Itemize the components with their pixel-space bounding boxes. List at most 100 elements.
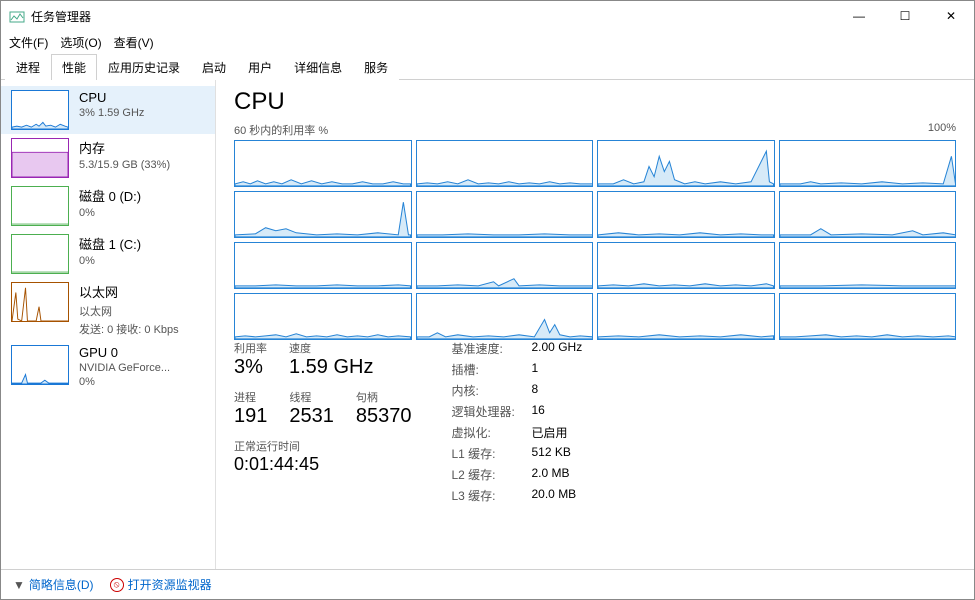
cpu-core-chart [416,140,594,187]
sidebar-item-text: GPU 0 NVIDIA GeForce...0% [79,345,170,388]
chart-label-left: 60 秒内的利用率 % [234,122,328,138]
util-label: 利用率 [234,340,267,356]
minimize-button[interactable]: — [836,1,882,31]
cpu-core-chart [779,191,957,238]
util-value: 3% [234,356,267,379]
titlebar: 任务管理器 — ☐ ✕ [1,1,974,31]
stat-key: 逻辑处理器: [452,403,532,420]
maximize-button[interactable]: ☐ [882,1,928,31]
sidebar-item-sub: 5.3/15.9 GB (33%) [79,159,170,171]
cpu-core-chart [779,140,957,187]
chart-header: 60 秒内的利用率 % 100% [234,122,956,138]
sidebar-item-sub: 0% [79,207,141,219]
sidebar-item-sub: 以太网 [79,303,179,319]
tab-app-history[interactable]: 应用历史记录 [97,54,191,80]
stat-value: 512 KB [532,445,571,462]
stat-row: 虚拟化:已启用 [452,424,583,441]
speed-value: 1.59 GHz [289,356,373,379]
sidebar-item-text: 内存 5.3/15.9 GB (33%) [79,138,170,171]
sidebar-thumb [11,234,69,274]
menu-options[interactable]: 选项(O) [60,34,101,51]
thread-value: 2531 [289,405,334,428]
close-button[interactable]: ✕ [928,1,974,31]
sidebar-item-title: CPU [79,90,144,105]
cpu-core-chart [416,191,594,238]
cpu-core-grid[interactable] [234,140,956,328]
thread-label: 线程 [289,389,334,405]
window-buttons: — ☐ ✕ [836,1,974,31]
cpu-core-chart [779,293,957,340]
tab-performance[interactable]: 性能 [51,54,97,80]
cpu-core-chart [234,191,412,238]
menu-file[interactable]: 文件(F) [9,34,48,51]
sidebar-thumb [11,282,69,322]
resource-monitor-link[interactable]: ⦸ 打开资源监视器 [110,576,212,593]
cpu-core-chart [234,140,412,187]
sidebar-item-text: CPU 3% 1.59 GHz [79,90,144,119]
chevron-down-icon: ▼ [13,578,25,592]
sidebar-thumb [11,345,69,385]
sidebar-item-mem[interactable]: 内存 5.3/15.9 GB (33%) [1,134,215,182]
sidebar-item-text: 磁盘 0 (D:) 0% [79,186,141,219]
sidebar-item-gpu[interactable]: GPU 0 NVIDIA GeForce...0% [1,341,215,392]
stat-key: L3 缓存: [452,487,532,504]
stat-key: L1 缓存: [452,445,532,462]
app-icon [9,8,25,24]
sidebar-thumb [11,90,69,130]
sidebar-item-cpu[interactable]: CPU 3% 1.59 GHz [1,86,215,134]
stat-key: 虚拟化: [452,424,532,441]
sidebar-item-text: 以太网 以太网发送: 0 接收: 0 Kbps [79,282,179,337]
speed-label: 速度 [289,340,373,356]
tab-users[interactable]: 用户 [237,54,283,80]
sidebar-item-sub2: 0% [79,376,170,388]
stat-row: 内核:8 [452,382,583,399]
sidebar-item-title: 磁盘 1 (C:) [79,234,141,253]
fewer-details-link[interactable]: ▼ 简略信息(D) [13,576,94,593]
page-title: CPU [234,88,956,116]
sidebar-thumb [11,138,69,178]
main-panel: CPU 60 秒内的利用率 % 100% [216,80,974,569]
fewer-details-label: 简略信息(D) [29,576,94,593]
sidebar-item-disk0[interactable]: 磁盘 0 (D:) 0% [1,182,215,230]
tabs: 进程 性能 应用历史记录 启动 用户 详细信息 服务 [1,53,974,80]
sidebar-item-text: 磁盘 1 (C:) 0% [79,234,141,267]
menu-view[interactable]: 查看(V) [114,34,154,51]
window-title: 任务管理器 [31,8,836,25]
handle-value: 85370 [356,405,412,428]
sidebar-item-title: 以太网 [79,282,179,301]
tab-services[interactable]: 服务 [353,54,399,80]
cpu-core-chart [416,293,594,340]
sidebar-item-sub: 3% 1.59 GHz [79,107,144,119]
stat-row: 逻辑处理器:16 [452,403,583,420]
cpu-core-chart [234,293,412,340]
tab-details[interactable]: 详细信息 [283,54,353,80]
stat-row: L3 缓存:20.0 MB [452,487,583,504]
cpu-core-chart [597,242,775,289]
proc-label: 进程 [234,389,267,405]
stat-row: L1 缓存:512 KB [452,445,583,462]
cpu-core-chart [779,242,957,289]
stat-row: L2 缓存:2.0 MB [452,466,583,483]
stat-key: L2 缓存: [452,466,532,483]
sidebar-item-title: 磁盘 0 (D:) [79,186,141,205]
stats-right: 基准速度:2.00 GHz插槽:1内核:8逻辑处理器:16虚拟化:已启用L1 缓… [452,340,583,508]
sidebar-item-title: 内存 [79,138,170,157]
stat-row: 插槽:1 [452,361,583,378]
sidebar-thumb [11,186,69,226]
sidebar-item-disk1[interactable]: 磁盘 1 (C:) 0% [1,230,215,278]
stat-value: 8 [532,382,539,399]
sidebar-item-net[interactable]: 以太网 以太网发送: 0 接收: 0 Kbps [1,278,215,341]
cpu-core-chart [597,293,775,340]
menubar: 文件(F) 选项(O) 查看(V) [1,31,974,53]
sidebar-item-sub2: 发送: 0 接收: 0 Kbps [79,321,179,337]
tab-processes[interactable]: 进程 [5,54,51,80]
stat-value: 2.0 MB [532,466,570,483]
stat-value: 1 [532,361,539,378]
stat-key: 插槽: [452,361,532,378]
cpu-core-chart [234,242,412,289]
footer: ▼ 简略信息(D) ⦸ 打开资源监视器 [1,569,974,599]
cpu-core-chart [597,191,775,238]
stat-key: 内核: [452,382,532,399]
tab-startup[interactable]: 启动 [191,54,237,80]
stat-value: 2.00 GHz [532,340,583,357]
